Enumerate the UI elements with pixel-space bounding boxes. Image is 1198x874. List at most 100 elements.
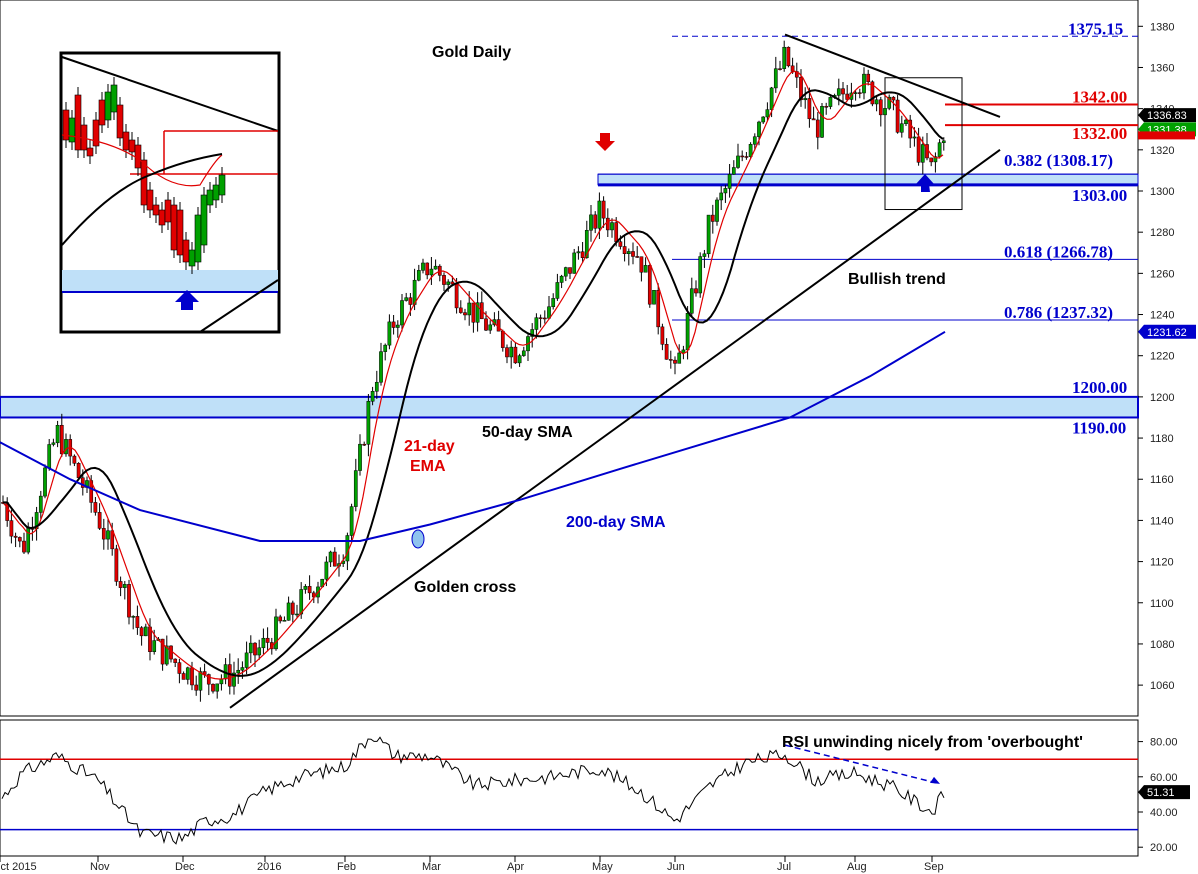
candle-body <box>731 167 736 175</box>
inset-candle-body <box>146 189 154 211</box>
y-tick-label: 1100 <box>1150 598 1174 610</box>
candle-body <box>240 667 245 671</box>
candle-body <box>307 586 312 594</box>
x-tick-label: Aug <box>847 861 867 873</box>
candle-body <box>76 463 81 479</box>
inset-candle-body <box>92 119 100 147</box>
candle-body <box>538 317 543 319</box>
candle-body <box>51 442 56 445</box>
y-tick-label: 1060 <box>1150 680 1174 692</box>
candle-body <box>744 156 749 158</box>
candle-body <box>169 645 173 660</box>
price-tag-2 <box>1138 324 1196 339</box>
level-label-1: 1342.00 <box>1072 88 1127 107</box>
zoom-box <box>884 77 963 211</box>
candle-body <box>589 214 593 231</box>
candle-body <box>836 88 841 96</box>
candle-body <box>244 652 249 668</box>
candle-body <box>173 658 178 663</box>
candle-body <box>286 602 291 621</box>
candle-body <box>572 252 577 274</box>
candle-body <box>164 645 169 665</box>
candle-body <box>652 290 656 305</box>
candle-body <box>647 265 652 305</box>
candle-body <box>698 256 703 294</box>
inset-candle-body <box>194 214 202 263</box>
candle-body <box>668 359 673 361</box>
candle-body <box>929 157 934 163</box>
candle-body <box>887 96 892 109</box>
candle-body <box>790 65 795 72</box>
candle-body <box>799 76 803 101</box>
candle-body <box>845 93 850 100</box>
golden-cross-label: Golden cross <box>414 579 516 596</box>
candle-body <box>580 251 585 259</box>
candle-body <box>719 192 724 201</box>
y-tick-label: 1240 <box>1150 310 1174 322</box>
bullish-trend-label: Bullish trend <box>848 271 946 288</box>
candle-body <box>694 288 698 294</box>
candle-body <box>912 136 917 139</box>
ema-label-line1: 21-day <box>404 438 455 455</box>
candle-body <box>215 683 220 692</box>
inset-candle-body <box>206 189 214 206</box>
candle-body <box>152 640 157 652</box>
candle-body <box>265 637 270 643</box>
candle-body <box>400 300 404 326</box>
x-tick-label: Dec <box>175 861 195 873</box>
candle-body <box>786 46 791 67</box>
candle-body <box>458 307 463 313</box>
candle-body <box>143 626 148 637</box>
y-tick-label: 1320 <box>1150 145 1174 157</box>
x-tick-label: Nov <box>90 861 110 873</box>
inset-candle-body <box>134 144 142 169</box>
candle-body <box>64 439 68 455</box>
candle-body <box>122 584 127 588</box>
y-tick-label: 1380 <box>1150 21 1174 33</box>
candle-body <box>920 144 925 163</box>
candle-body <box>261 637 266 649</box>
candle-body <box>185 667 190 680</box>
rsi-tick-label: 80.00 <box>1150 737 1178 749</box>
candle-body <box>9 520 14 537</box>
candle-body <box>299 589 304 615</box>
candle-body <box>181 673 186 680</box>
level-label-0: 1375.15 <box>1068 19 1123 38</box>
candle-body <box>362 443 367 446</box>
candle-body <box>815 119 820 138</box>
candle-body <box>194 684 199 691</box>
y-tick-label: 1160 <box>1150 474 1174 486</box>
level-label-8: 1190.00 <box>1072 418 1126 437</box>
candle-body <box>874 99 879 105</box>
resistance-trendline <box>784 33 1001 118</box>
candle-body <box>118 581 123 588</box>
candle-body <box>475 302 480 323</box>
candle-body <box>290 602 295 615</box>
candle-body <box>332 551 337 567</box>
candle-body <box>442 275 446 285</box>
x-tick-label: Jun <box>667 861 685 873</box>
candle-body <box>454 283 459 309</box>
candle-body <box>899 123 904 133</box>
inset-candle-body <box>140 159 148 206</box>
candle-body <box>937 142 942 157</box>
candle-body <box>605 217 610 231</box>
candle-body <box>841 88 845 95</box>
candle-body <box>43 467 47 497</box>
candle-body <box>131 616 136 618</box>
candle-body <box>610 222 614 231</box>
candle-body <box>374 381 379 392</box>
rsi-tick-label: 60.00 <box>1150 772 1178 784</box>
candle-body <box>521 350 526 356</box>
rsi-tick-label: 40.00 <box>1150 807 1178 819</box>
candle-body <box>584 230 589 259</box>
candle-body <box>110 530 115 550</box>
candle-body <box>253 642 257 656</box>
candle-body <box>135 616 140 628</box>
candle-body <box>916 136 921 163</box>
y-tick-label: 1140 <box>1150 515 1174 527</box>
candle-body <box>505 347 509 358</box>
candle-body <box>379 351 383 383</box>
candle-body <box>878 99 883 116</box>
inset-trendline <box>199 279 279 333</box>
